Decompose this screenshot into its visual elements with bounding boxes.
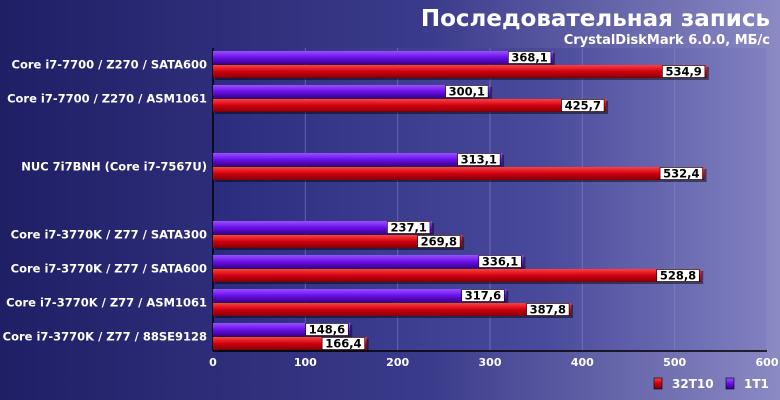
x-tick-label: 400 (571, 356, 594, 369)
x-tick-label: 0 (209, 356, 217, 369)
value-label: 528,8 (660, 269, 696, 283)
category-label: NUC 7i7BNH (Core i7-7567U) (21, 160, 207, 174)
chart-title: Последовательная запись (421, 6, 770, 32)
bar-32T10 (213, 269, 701, 282)
value-label: 368,1 (511, 51, 547, 65)
bar-1T1 (213, 51, 553, 64)
category-label: Core i7-7700 / Z270 / ASM1061 (7, 92, 207, 106)
x-tick-label: 200 (386, 356, 409, 369)
x-tick-label: 500 (663, 356, 686, 369)
value-label: 148,6 (309, 323, 345, 337)
x-tick-label: 100 (294, 356, 317, 369)
value-label: 317,6 (465, 289, 501, 303)
category-label: Core i7-7700 / Z270 / SATA600 (12, 58, 207, 72)
category-label: Core i7-3770K / Z77 / 88SE9128 (3, 330, 207, 344)
value-label: 532,4 (663, 167, 699, 181)
bar-32T10 (213, 65, 707, 78)
value-label: 300,1 (449, 85, 485, 99)
value-label: 534,9 (665, 65, 701, 79)
bar-32T10 (213, 303, 571, 316)
value-label: 425,7 (565, 99, 601, 113)
x-tick-label: 300 (479, 356, 502, 369)
legend: 32T10 1T1 (654, 377, 769, 391)
value-label: 387,8 (530, 303, 566, 317)
legend-label-1T1: 1T1 (744, 377, 769, 391)
chart-subtitle: CrystalDiskMark 6.0.0, МБ/с (564, 33, 770, 48)
value-label: 237,1 (390, 221, 426, 235)
value-label: 269,8 (421, 235, 457, 249)
category-label: Core i7-3770K / Z77 / SATA300 (11, 228, 207, 242)
legend-label-32T10: 32T10 (672, 377, 714, 391)
bar-1T1 (213, 255, 523, 268)
legend-swatch-1T1 (726, 378, 734, 389)
category-label: Core i7-3770K / Z77 / ASM1061 (6, 296, 207, 310)
x-tick-label: 600 (756, 356, 779, 369)
value-label: 313,1 (461, 153, 497, 167)
value-label: 166,4 (325, 337, 361, 351)
legend-swatch-32T10 (654, 378, 662, 389)
bar-32T10 (213, 167, 705, 180)
category-label: Core i7-3770K / Z77 / SATA600 (11, 262, 207, 276)
value-label: 336,1 (482, 255, 518, 269)
bar-32T10 (213, 99, 606, 112)
